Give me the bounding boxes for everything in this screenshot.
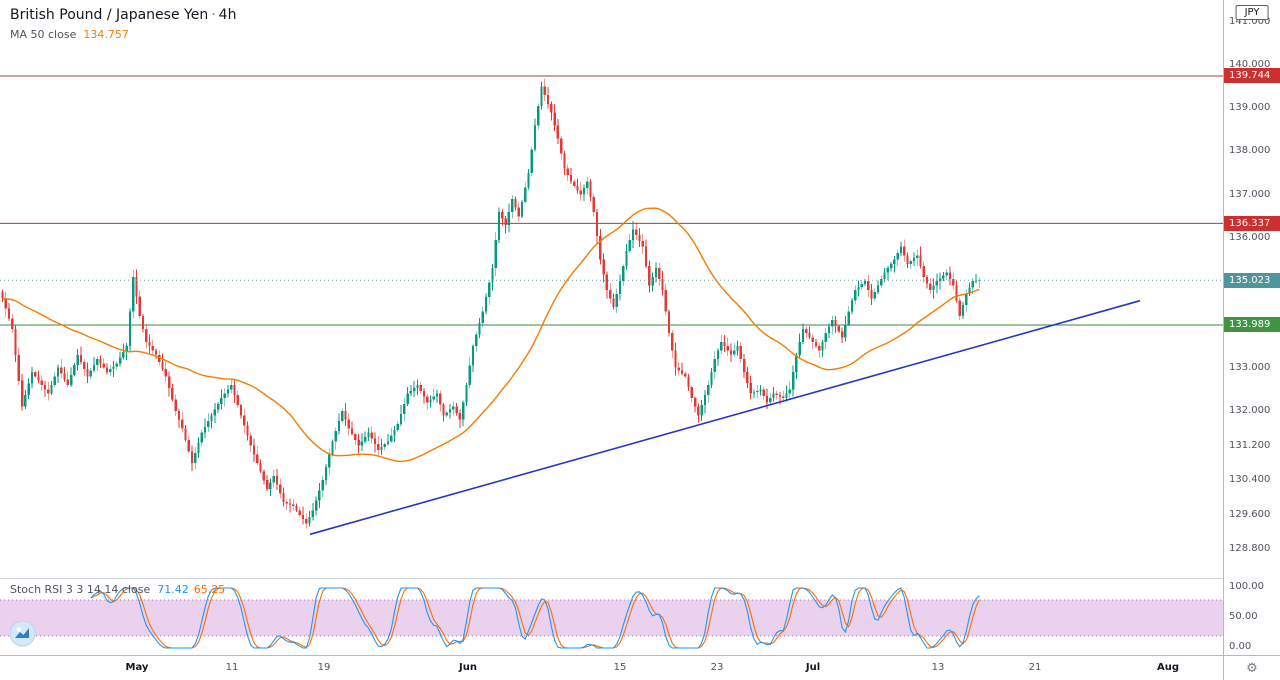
time-axis-label: Aug xyxy=(1156,662,1180,673)
axis-corner: ⚙ xyxy=(1223,655,1280,680)
price-axis-label: 141.000 xyxy=(1229,16,1271,27)
price-axis-label: 140.000 xyxy=(1229,59,1271,70)
time-axis-label: May xyxy=(125,662,149,673)
stoch-d-line xyxy=(90,587,980,649)
price-axis-label: 136.000 xyxy=(1229,232,1271,243)
time-axis-label: 15 xyxy=(613,662,627,673)
time-axis[interactable]: May 11 19 Jun 15 23 Jul 13 21 Aug xyxy=(0,655,1223,680)
price-badge[interactable]: 135.023 xyxy=(1224,273,1280,288)
stoch-legend: Stoch RSI 3 3 14 14 close 71.42 65.25 xyxy=(10,583,225,596)
stoch-band xyxy=(0,600,1223,636)
price-axis[interactable]: JPY 141.000 140.000 139.000 138.000 137.000 1… xyxy=(1223,0,1280,655)
time-axis-label: 11 xyxy=(225,662,239,673)
time-axis-label: 19 xyxy=(317,662,331,673)
stoch-axis-label: 0.00 xyxy=(1229,641,1252,652)
stoch-k-line xyxy=(90,587,980,649)
price-axis-label: 130.400 xyxy=(1229,474,1271,485)
stoch-k-value: 71.42 xyxy=(157,583,189,596)
candlestick-series xyxy=(1,78,981,529)
main-chart-canvas[interactable]: British Pound / Japanese Yen · 4h MA 50 cl… xyxy=(0,0,1223,578)
stoch-rsi-pane[interactable]: Stoch RSI 3 3 14 14 close 71.42 65.25 xyxy=(0,578,1223,655)
price-badge[interactable]: 139.744 xyxy=(1224,68,1280,83)
stoch-pane-plot[interactable] xyxy=(0,579,1223,655)
stoch-axis-label: 100.00 xyxy=(1229,581,1264,592)
stoch-legend-label[interactable]: Stoch RSI 3 3 14 14 close xyxy=(10,583,151,596)
platform-logo-icon[interactable] xyxy=(9,620,36,647)
settings-gear-icon[interactable]: ⚙ xyxy=(1246,660,1258,676)
trend-line[interactable] xyxy=(309,299,1141,536)
time-axis-label: Jul xyxy=(805,662,821,673)
currency-toggle-button[interactable]: JPY xyxy=(1235,5,1269,20)
price-axis-label: 133.000 xyxy=(1229,362,1271,373)
ma50-line[interactable] xyxy=(2,207,980,463)
price-axis-label: 128.800 xyxy=(1229,543,1271,554)
price-axis-label: 137.000 xyxy=(1229,189,1271,200)
price-axis-label: 129.600 xyxy=(1229,509,1271,520)
time-axis-label: 23 xyxy=(710,662,724,673)
price-axis-label: 132.000 xyxy=(1229,405,1271,416)
price-badge[interactable]: 133.989 xyxy=(1224,317,1280,332)
time-axis-label: Jun xyxy=(459,662,477,673)
stoch-axis-label: 50.00 xyxy=(1229,611,1258,622)
price-badge[interactable]: 136.337 xyxy=(1224,216,1280,231)
price-pane-plot[interactable] xyxy=(0,0,1223,578)
price-axis-label: 139.000 xyxy=(1229,102,1271,113)
price-axis-label: 131.200 xyxy=(1229,440,1271,451)
time-axis-label: 13 xyxy=(931,662,945,673)
time-axis-label: 21 xyxy=(1028,662,1042,673)
stoch-d-value: 65.25 xyxy=(193,583,226,596)
price-axis-label: 138.000 xyxy=(1229,145,1271,156)
